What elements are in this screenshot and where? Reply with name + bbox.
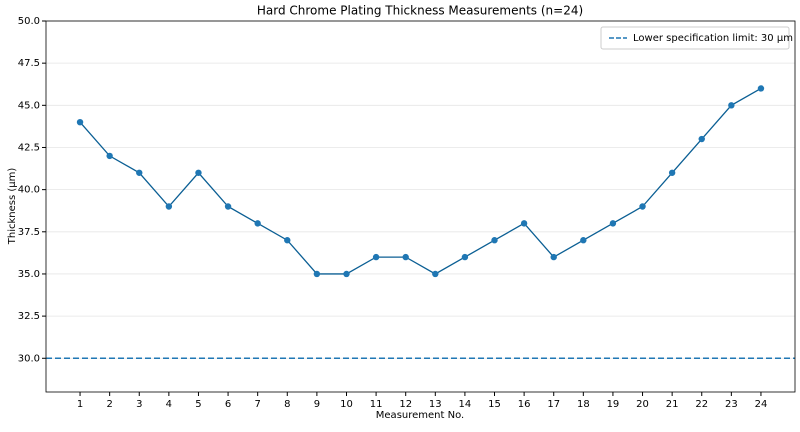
chart-title: Hard Chrome Plating Thickness Measuremen… xyxy=(257,4,583,18)
y-tick-label: 37.5 xyxy=(18,227,40,238)
y-tick-label: 30.0 xyxy=(18,353,40,364)
x-tick-label: 3 xyxy=(136,399,142,410)
legend-box xyxy=(600,26,790,50)
x-tick-label: 6 xyxy=(225,399,231,410)
x-tick-label: 20 xyxy=(636,399,649,410)
x-tick-label: 9 xyxy=(314,399,320,410)
data-point xyxy=(757,85,765,92)
x-tick-label: 14 xyxy=(459,399,472,410)
data-point xyxy=(432,270,439,278)
data-point xyxy=(402,253,409,261)
data-point xyxy=(609,220,617,227)
data-point xyxy=(698,135,705,143)
x-tick-label: 23 xyxy=(725,399,738,410)
x-tick-label: 21 xyxy=(666,399,679,410)
data-point xyxy=(372,253,380,261)
data-point xyxy=(550,253,557,261)
x-tick-label: 16 xyxy=(518,399,531,410)
x-tick-label: 13 xyxy=(429,399,442,410)
y-tick-label: 42.5 xyxy=(18,142,40,153)
data-point xyxy=(461,253,469,261)
data-point xyxy=(165,203,173,210)
x-tick-label: 5 xyxy=(195,399,201,410)
data-point xyxy=(639,203,646,210)
data-point xyxy=(343,270,350,278)
legend-label: Lower specification limit: 30 µm xyxy=(633,33,793,44)
data-point xyxy=(106,152,113,160)
y-axis-label: Thickness (µm) xyxy=(7,168,18,246)
data-point xyxy=(136,169,143,176)
data-point xyxy=(254,220,261,227)
x-tick-label: 15 xyxy=(488,399,501,410)
y-tick-label: 45.0 xyxy=(18,100,40,111)
data-point xyxy=(728,102,735,109)
plot-frame xyxy=(45,20,796,393)
y-tick-label: 35.0 xyxy=(18,269,40,280)
data-point xyxy=(580,237,587,244)
data-point xyxy=(313,270,321,278)
y-tick-label: 47.5 xyxy=(18,58,40,69)
data-point xyxy=(668,169,676,176)
y-tick-label: 40.0 xyxy=(18,185,40,196)
x-tick-label: 17 xyxy=(547,399,560,410)
x-tick-label: 18 xyxy=(577,399,590,410)
data-point xyxy=(520,220,528,227)
x-tick-label: 19 xyxy=(607,399,620,410)
x-tick-label: 1 xyxy=(77,399,83,410)
x-tick-label: 12 xyxy=(399,399,412,410)
series-line xyxy=(79,87,762,275)
y-tick-label: 32.5 xyxy=(18,311,40,322)
data-point xyxy=(195,169,202,176)
y-tick-label: 50.0 xyxy=(18,16,40,27)
x-tick-label: 10 xyxy=(340,399,353,410)
x-tick-label: 22 xyxy=(695,399,708,410)
x-tick-label: 4 xyxy=(166,399,172,410)
x-tick-label: 2 xyxy=(106,399,112,410)
data-point xyxy=(284,237,291,244)
data-point xyxy=(224,203,232,210)
x-axis-label: Measurement No. xyxy=(376,410,464,421)
x-tick-label: 11 xyxy=(370,399,383,410)
x-tick-label: 7 xyxy=(254,399,260,410)
data-point xyxy=(491,237,498,244)
x-tick-label: 8 xyxy=(284,399,290,410)
x-tick-label: 24 xyxy=(755,399,768,410)
data-point xyxy=(76,118,84,126)
